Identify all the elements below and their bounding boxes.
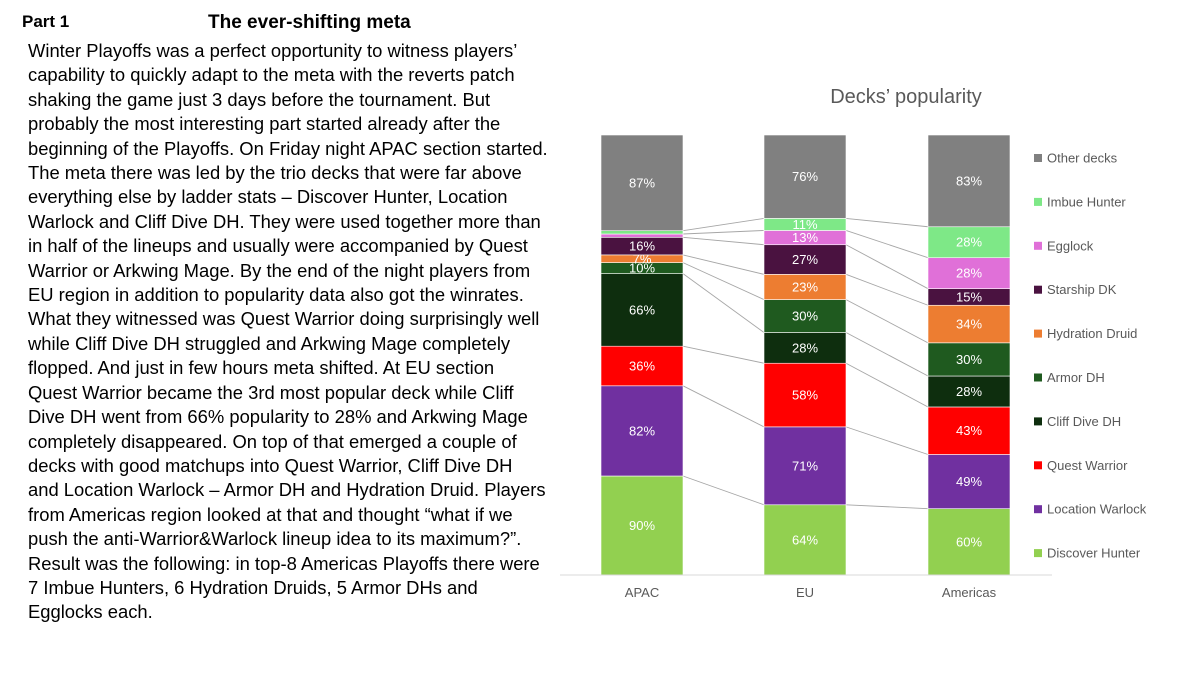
connector-discover-hunter — [682, 475, 765, 506]
part-label: Part 1 — [22, 12, 70, 31]
bar-americas-armor-dh — [927, 342, 1011, 377]
data-label-apac-quest-warrior: 36% — [629, 359, 655, 374]
data-label-eu-quest-warrior: 58% — [792, 388, 818, 403]
legend-swatch-discover-hunter — [1034, 549, 1042, 558]
series-connectors — [682, 217, 929, 510]
legend-label-other-decks: Other decks — [1047, 151, 1118, 166]
x-tick-americas: Americas — [942, 585, 997, 600]
bar-eu-starship-dk — [763, 244, 847, 275]
x-tick-apac: APAC — [625, 585, 659, 600]
data-label-apac-location-warlock: 82% — [629, 423, 655, 438]
connector-quest-warrior — [682, 345, 765, 364]
bar-apac-imbue-hunter — [600, 230, 684, 235]
data-label-apac-armor-dh: 10% — [629, 261, 655, 276]
bar-apac-egglock — [600, 233, 684, 238]
bar-americas-discover-hunter — [927, 508, 1011, 576]
data-label-eu-starship-dk: 27% — [792, 252, 818, 267]
bar-americas-imbue-hunter — [927, 226, 1011, 259]
data-label-americas-hydration-druid: 34% — [956, 317, 982, 332]
bar-eu-cliff-dive-dh — [763, 332, 847, 364]
data-label-americas-discover-hunter: 60% — [956, 534, 982, 549]
legend-label-discover-hunter: Discover Hunter — [1047, 546, 1141, 561]
bar-apac-cliff-dive-dh — [600, 273, 684, 347]
legend-swatch-egglock — [1034, 241, 1042, 250]
bar-eu-discover-hunter — [763, 504, 847, 576]
bar-apac-other-decks — [600, 134, 684, 231]
data-label-eu-location-warlock: 71% — [792, 458, 818, 473]
connector-imbue-hunter — [682, 217, 765, 232]
body-paragraph: Winter Playoffs was a perfect opportunit… — [28, 40, 548, 623]
data-label-eu-discover-hunter: 64% — [792, 532, 818, 547]
connector-starship-dk — [682, 236, 765, 246]
bar-eu-location-warlock — [763, 426, 847, 506]
bar-americas-cliff-dive-dh — [927, 375, 1011, 408]
connector-egglock — [845, 230, 929, 259]
chart-title: Decks’ popularity — [830, 86, 982, 108]
bar-americas-egglock — [927, 257, 1011, 289]
data-label-americas-egglock: 28% — [956, 266, 982, 281]
data-label-apac-discover-hunter: 90% — [629, 518, 655, 533]
connector-discover-hunter — [845, 504, 929, 510]
legend-swatch-starship-dk — [1034, 285, 1042, 294]
legend-label-hydration-druid: Hydration Druid — [1047, 326, 1137, 341]
data-label-eu-other-decks: 76% — [792, 169, 818, 184]
data-label-americas-other-decks: 83% — [956, 173, 982, 188]
connector-cliff-dive-dh — [682, 273, 765, 333]
data-label-eu-imbue-hunter: 11% — [792, 217, 817, 232]
bar-eu-quest-warrior — [763, 362, 847, 428]
legend-label-armor-dh: Armor DH — [1047, 370, 1105, 385]
data-label-eu-armor-dh: 30% — [792, 309, 818, 324]
connector-egglock — [682, 230, 765, 235]
connector-hydration-druid — [682, 254, 765, 275]
bar-americas-other-decks — [927, 134, 1011, 228]
connector-cliff-dive-dh — [845, 332, 929, 377]
connector-location-warlock — [845, 426, 929, 455]
x-tick-eu: EU — [796, 585, 814, 600]
data-label-americas-starship-dk: 15% — [956, 289, 982, 304]
data-label-apac-starship-dk: 16% — [629, 239, 655, 254]
stacked-bar-chart: 90%82%36%66%10%7%16%87%APAC64%71%58%28%3… — [560, 134, 1147, 600]
data-label-americas-quest-warrior: 43% — [956, 423, 982, 438]
legend-label-location-warlock: Location Warlock — [1047, 502, 1147, 517]
data-label-apac-cliff-dive-dh: 66% — [629, 302, 655, 317]
legend-label-cliff-dive-dh: Cliff Dive DH — [1047, 414, 1121, 429]
bar-eu-armor-dh — [763, 299, 847, 333]
legend-label-quest-warrior: Quest Warrior — [1047, 458, 1128, 473]
data-label-eu-egglock: 13% — [792, 230, 818, 245]
legend-swatch-cliff-dive-dh — [1034, 417, 1042, 426]
bar-americas-quest-warrior — [927, 406, 1011, 455]
connector-hydration-druid — [845, 273, 929, 306]
legend-swatch-armor-dh — [1034, 373, 1042, 382]
legend-swatch-imbue-hunter — [1034, 197, 1042, 206]
connector-quest-warrior — [845, 362, 929, 408]
legend-swatch-quest-warrior — [1034, 461, 1042, 470]
data-label-eu-hydration-druid: 23% — [792, 279, 818, 294]
bar-eu-other-decks — [763, 134, 847, 219]
data-label-americas-imbue-hunter: 28% — [956, 235, 982, 250]
bar-americas-hydration-druid — [927, 304, 1011, 344]
connector-armor-dh — [845, 299, 929, 344]
connector-imbue-hunter — [845, 217, 929, 228]
data-label-americas-armor-dh: 30% — [956, 352, 982, 367]
data-label-apac-other-decks: 87% — [629, 175, 655, 190]
data-label-americas-cliff-dive-dh: 28% — [956, 384, 982, 399]
data-label-americas-location-warlock: 49% — [956, 474, 982, 489]
legend-label-starship-dk: Starship DK — [1047, 282, 1117, 297]
legend-swatch-location-warlock — [1034, 505, 1042, 514]
legend-label-egglock: Egglock — [1047, 238, 1094, 253]
legend-swatch-other-decks — [1034, 154, 1042, 162]
bar-americas-location-warlock — [927, 454, 1011, 509]
section-title: The ever-shifting meta — [208, 12, 411, 33]
legend-label-imbue-hunter: Imbue Hunter — [1047, 194, 1126, 209]
connector-starship-dk — [845, 244, 929, 290]
legend-swatch-hydration-druid — [1034, 329, 1042, 338]
connector-armor-dh — [682, 262, 765, 300]
bar-eu-hydration-druid — [763, 274, 847, 300]
data-label-eu-cliff-dive-dh: 28% — [792, 340, 818, 355]
connector-location-warlock — [682, 385, 765, 428]
